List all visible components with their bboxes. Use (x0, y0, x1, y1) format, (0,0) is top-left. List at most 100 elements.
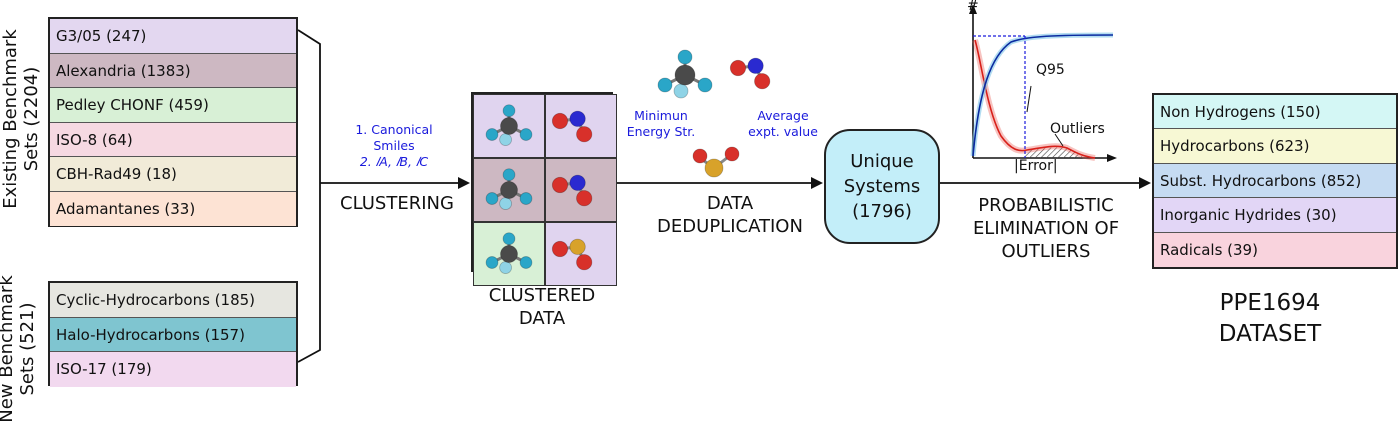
atom (569, 110, 586, 127)
atom (499, 197, 512, 210)
atom (724, 146, 740, 162)
existing-sets-label: Existing Benchmark Sets (2204) (0, 29, 42, 209)
set-item: Pedley CHONF (459) (50, 88, 296, 123)
dedup-label: DATA DEDUPLICATION (640, 192, 820, 238)
atom (519, 256, 533, 269)
atom (502, 104, 516, 118)
atom (674, 64, 696, 86)
cluster-molecule (485, 232, 533, 274)
dedup-label-line1: DATA (706, 193, 754, 214)
avg-line1: Average (757, 108, 809, 123)
criterion-moments: 2. 𝐼A, 𝐼B, 𝐼C (359, 154, 429, 169)
atom (576, 254, 593, 271)
set-item: Alexandria (1383) (50, 53, 296, 88)
set-item: Adamantanes (33) (50, 191, 296, 226)
atom (576, 190, 593, 207)
atom (519, 128, 533, 141)
dataset-title-line1: PPE1694 (1219, 290, 1321, 316)
atom (485, 128, 499, 141)
atom (569, 174, 586, 191)
q95-label: Q95 (1036, 62, 1065, 78)
set-item: Halo-Hydrocarbons (157) (50, 317, 296, 352)
new-sets-label: New Benchmark Sets (521) (0, 275, 38, 423)
criterion-smiles: Smiles (373, 138, 415, 153)
clustering-criteria: 1. Canonical Smiles 2. 𝐼A, 𝐼B, 𝐼C (344, 122, 444, 170)
set-item: Subst. Hydrocarbons (852) (1154, 163, 1396, 199)
dedup-label-line2: DEDUPLICATION (657, 216, 803, 237)
clustered-data-label: CLUSTERED DATA (452, 284, 632, 330)
cluster-molecule (551, 174, 593, 207)
cluster-cell (473, 158, 545, 222)
unique-systems-box: Unique Systems (1796) (824, 129, 940, 244)
set-item: ISO-8 (64) (50, 122, 296, 157)
cluster-molecule (551, 110, 593, 143)
set-item: Hydrocarbons (623) (1154, 129, 1396, 164)
atom (747, 57, 764, 74)
dataset-title-line2: DATASET (1218, 321, 1322, 347)
unique-line1: Unique (850, 151, 914, 172)
cluster-cell (473, 222, 545, 286)
elimination-line3: OUTLIERS (1001, 241, 1091, 262)
cluster-cell (473, 94, 545, 158)
outlier-plot (969, 4, 1117, 162)
atom (697, 77, 713, 93)
methane-molecule (657, 49, 713, 99)
atom (677, 49, 693, 65)
dataset-categories-box: Non Hydrogens (150) Hydrocarbons (623) Sub… (1152, 93, 1398, 269)
clustered-label-line1: CLUSTERED (488, 285, 596, 306)
cluster-molecule (551, 238, 593, 271)
atom (500, 117, 518, 135)
atom (551, 176, 569, 194)
criterion-canonical: 1. Canonical (355, 122, 433, 137)
atom (519, 192, 533, 205)
atom (551, 240, 569, 258)
elimination-line2: ELIMINATION OF (972, 218, 1120, 239)
set-item: G3/05 (247) (50, 19, 296, 54)
atom (502, 232, 516, 246)
unique-line2: Systems (843, 176, 921, 197)
cluster-cell (545, 222, 617, 286)
set-item: Radicals (39) (1154, 232, 1396, 267)
atom (500, 181, 518, 199)
set-item: Non Hydrogens (150) (1154, 95, 1396, 130)
cluster-cell (545, 158, 617, 222)
atom (499, 133, 512, 146)
plot-ylabel: # (967, 0, 979, 14)
sulfite-molecule (692, 146, 740, 178)
cluster-cell (545, 94, 617, 158)
atom (754, 73, 771, 90)
clustering-label: CLUSTERING (340, 193, 454, 214)
set-item: CBH-Rad49 (18) (50, 157, 296, 192)
dataset-title: PPE1694 DATASET (1180, 288, 1360, 350)
min-energy-line1: Minimun (634, 108, 688, 123)
atom (569, 238, 586, 255)
set-item: ISO-17 (179) (50, 352, 296, 387)
elimination-label: PROBABILISTIC ELIMINATION OF OUTLIERS (948, 194, 1144, 263)
atom (692, 148, 708, 164)
clustered-label-line2: DATA (518, 308, 566, 329)
atom (485, 256, 499, 269)
atom (657, 77, 673, 93)
atom (551, 112, 569, 130)
outliers-label: Outliers (1050, 121, 1105, 137)
avg-value-label: Average expt. value (740, 108, 826, 140)
atom (673, 83, 689, 99)
cluster-molecule (485, 168, 533, 210)
elimination-line1: PROBABILISTIC (978, 195, 1114, 216)
dedup-molecules (657, 49, 771, 178)
atom (704, 158, 724, 178)
cluster-molecule (485, 104, 533, 146)
plot-xlabel: |Error| (1014, 158, 1058, 174)
unique-count: (1796) (852, 201, 912, 222)
min-energy-line2: Energy Str. (626, 124, 696, 139)
atom (729, 59, 747, 77)
min-energy-label: Minimun Energy Str. (616, 108, 706, 140)
atom (576, 126, 593, 143)
atom (499, 261, 512, 274)
set-item: Cyclic-Hydrocarbons (185) (50, 283, 296, 318)
set-item: Inorganic Hydrides (30) (1154, 198, 1396, 233)
atom (502, 168, 516, 182)
new-sets-box: Cyclic-Hydrocarbons (185) Halo-Hydrocarbo… (48, 281, 298, 387)
